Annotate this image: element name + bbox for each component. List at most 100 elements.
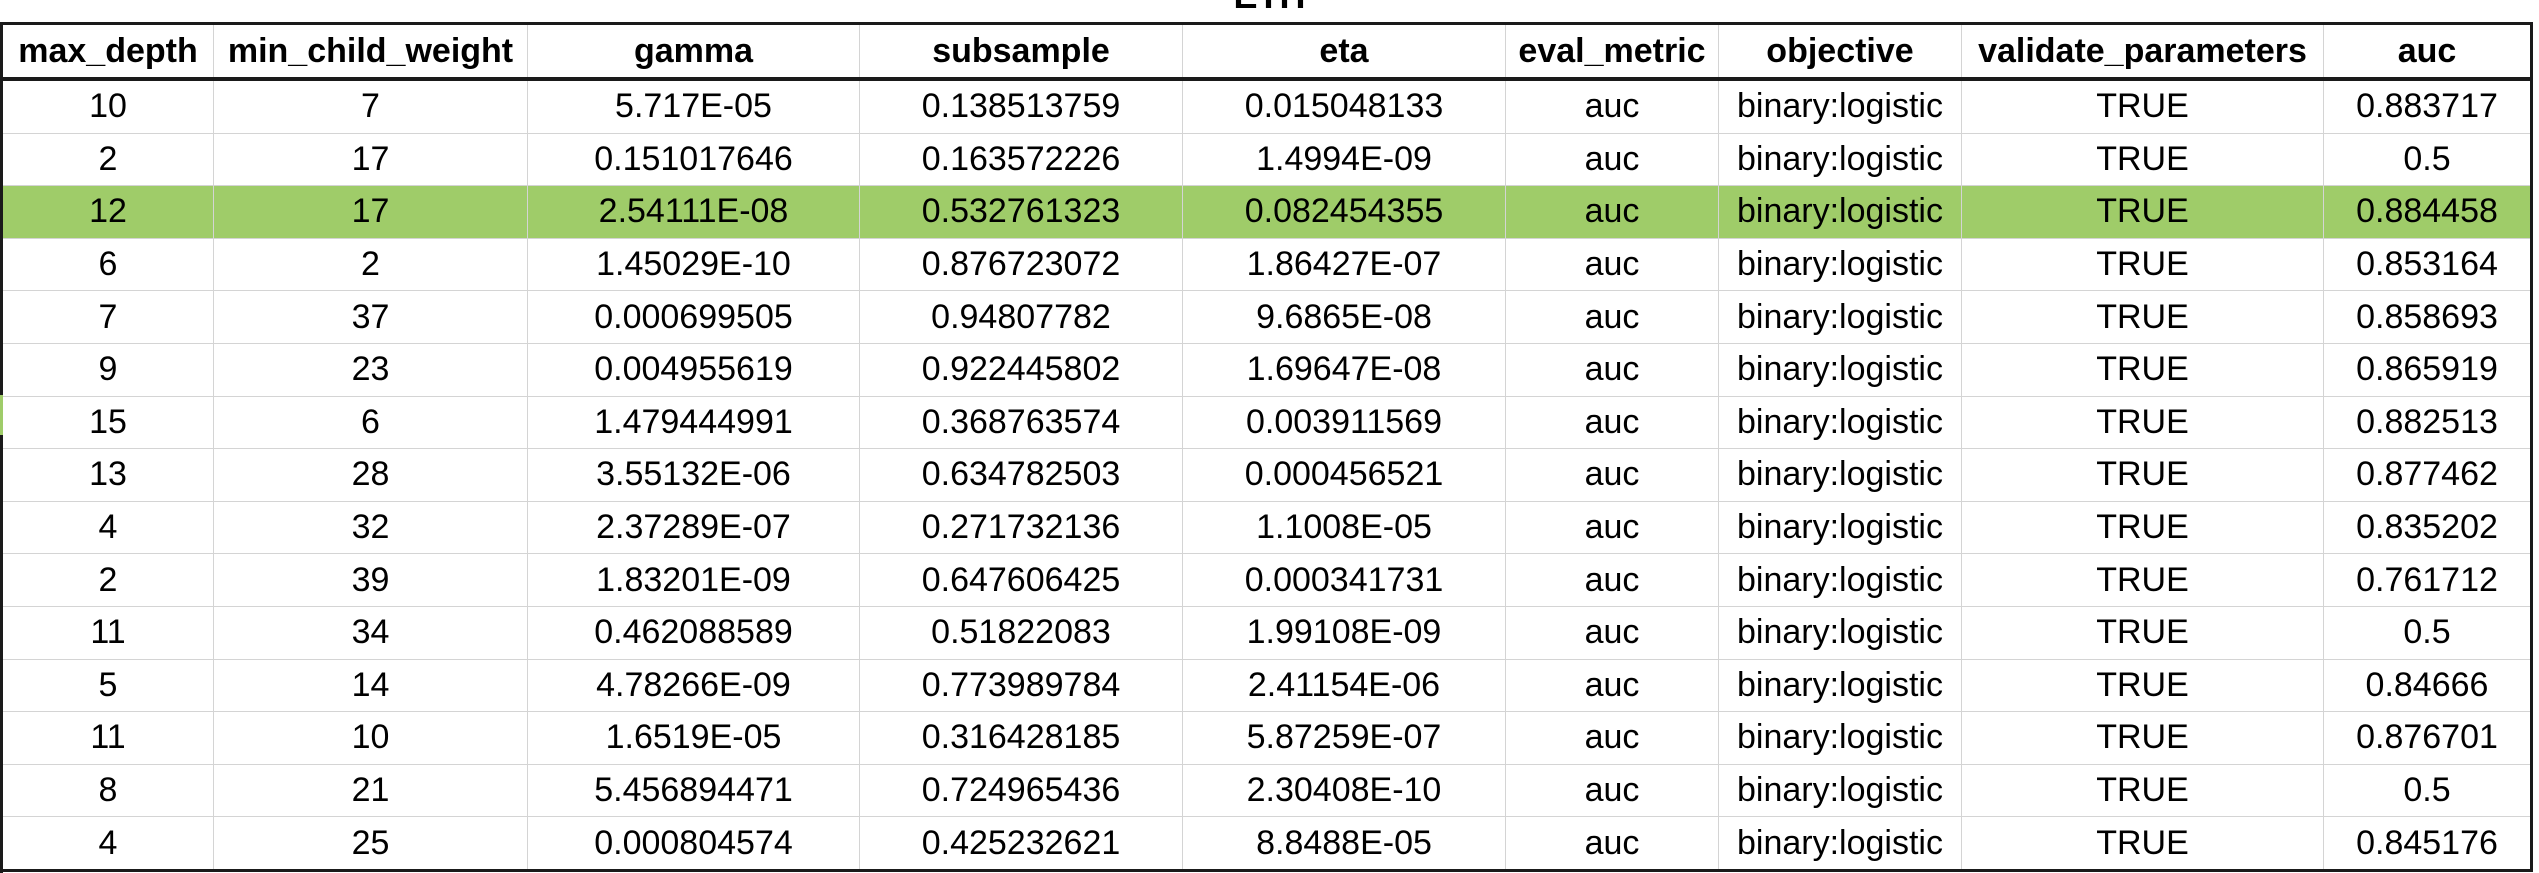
cell-validate-parameters[interactable]: TRUE: [1961, 79, 2324, 134]
column-header-subsample[interactable]: subsample: [859, 22, 1183, 81]
cell-subsample[interactable]: 0.316428185: [859, 711, 1183, 765]
cell-min-child-weight[interactable]: 17: [213, 185, 528, 239]
cell-objective[interactable]: binary:logistic: [1718, 659, 1962, 713]
cell-objective[interactable]: binary:logistic: [1718, 606, 1962, 660]
cell-eval-metric[interactable]: auc: [1505, 448, 1719, 502]
cell-max-depth[interactable]: 2: [0, 553, 214, 607]
cell-auc[interactable]: 0.5: [2323, 764, 2533, 818]
cell-subsample[interactable]: 0.773989784: [859, 659, 1183, 713]
cell-objective[interactable]: binary:logistic: [1718, 79, 1962, 134]
cell-max-depth[interactable]: 4: [0, 816, 214, 872]
cell-auc[interactable]: 0.858693: [2323, 290, 2533, 344]
cell-eta[interactable]: 2.41154E-06: [1182, 659, 1506, 713]
cell-validate-parameters[interactable]: TRUE: [1961, 711, 2324, 765]
cell-gamma[interactable]: 1.45029E-10: [527, 238, 860, 292]
cell-auc[interactable]: 0.884458: [2323, 185, 2533, 239]
cell-eta[interactable]: 1.69647E-08: [1182, 343, 1506, 397]
cell-objective[interactable]: binary:logistic: [1718, 764, 1962, 818]
cell-subsample[interactable]: 0.634782503: [859, 448, 1183, 502]
table-row[interactable]: 4 32 2.37289E-07 0.271732136 1.1008E-05 auc bi…: [0, 501, 2533, 555]
cell-validate-parameters[interactable]: TRUE: [1961, 606, 2324, 660]
cell-subsample[interactable]: 0.647606425: [859, 553, 1183, 607]
cell-max-depth[interactable]: 5: [0, 659, 214, 713]
cell-validate-parameters[interactable]: TRUE: [1961, 501, 2324, 555]
table-row[interactable]: 2 17 0.151017646 0.163572226 1.4994E-09 auc bi…: [0, 133, 2533, 187]
cell-objective[interactable]: binary:logistic: [1718, 238, 1962, 292]
cell-subsample[interactable]: 0.922445802: [859, 343, 1183, 397]
cell-eval-metric[interactable]: auc: [1505, 396, 1719, 450]
cell-subsample[interactable]: 0.94807782: [859, 290, 1183, 344]
cell-eta[interactable]: 2.30408E-10: [1182, 764, 1506, 818]
cell-max-depth[interactable]: 6: [0, 238, 214, 292]
cell-min-child-weight[interactable]: 34: [213, 606, 528, 660]
cell-objective[interactable]: binary:logistic: [1718, 290, 1962, 344]
cell-subsample[interactable]: 0.724965436: [859, 764, 1183, 818]
table-row[interactable]: 7 37 0.000699505 0.94807782 9.6865E-08 auc bin…: [0, 290, 2533, 344]
cell-validate-parameters[interactable]: TRUE: [1961, 133, 2324, 187]
cell-eval-metric[interactable]: auc: [1505, 764, 1719, 818]
cell-eta[interactable]: 0.000456521: [1182, 448, 1506, 502]
cell-subsample[interactable]: 0.163572226: [859, 133, 1183, 187]
table-row[interactable]: 6 2 1.45029E-10 0.876723072 1.86427E-07 auc bi…: [0, 238, 2533, 292]
cell-eval-metric[interactable]: auc: [1505, 659, 1719, 713]
cell-min-child-weight[interactable]: 32: [213, 501, 528, 555]
column-header-objective[interactable]: objective: [1718, 22, 1962, 81]
cell-objective[interactable]: binary:logistic: [1718, 133, 1962, 187]
cell-subsample[interactable]: 0.271732136: [859, 501, 1183, 555]
cell-min-child-weight[interactable]: 2: [213, 238, 528, 292]
cell-subsample[interactable]: 0.876723072: [859, 238, 1183, 292]
cell-gamma[interactable]: 0.151017646: [527, 133, 860, 187]
cell-auc[interactable]: 0.845176: [2323, 816, 2533, 872]
cell-eval-metric[interactable]: auc: [1505, 606, 1719, 660]
table-row[interactable]: 15 6 1.479444991 0.368763574 0.003911569 auc b…: [0, 396, 2533, 450]
cell-objective[interactable]: binary:logistic: [1718, 396, 1962, 450]
cell-eval-metric[interactable]: auc: [1505, 185, 1719, 239]
cell-auc[interactable]: 0.761712: [2323, 553, 2533, 607]
table-row[interactable]: 8 21 5.456894471 0.724965436 2.30408E-10 auc b…: [0, 764, 2533, 818]
cell-eval-metric[interactable]: auc: [1505, 343, 1719, 397]
cell-objective[interactable]: binary:logistic: [1718, 448, 1962, 502]
cell-eval-metric[interactable]: auc: [1505, 79, 1719, 134]
table-row[interactable]: 12 17 2.54111E-08 0.532761323 0.082454355 auc…: [0, 185, 2533, 239]
cell-max-depth[interactable]: 9: [0, 343, 214, 397]
table-row[interactable]: 11 10 1.6519E-05 0.316428185 5.87259E-07 auc b…: [0, 711, 2533, 765]
cell-max-depth[interactable]: 4: [0, 501, 214, 555]
cell-gamma[interactable]: 2.37289E-07: [527, 501, 860, 555]
cell-eval-metric[interactable]: auc: [1505, 133, 1719, 187]
cell-auc[interactable]: 0.5: [2323, 606, 2533, 660]
cell-eta[interactable]: 5.87259E-07: [1182, 711, 1506, 765]
cell-validate-parameters[interactable]: TRUE: [1961, 396, 2324, 450]
cell-objective[interactable]: binary:logistic: [1718, 711, 1962, 765]
column-header-min-child-weight[interactable]: min_child_weight: [213, 22, 528, 81]
cell-min-child-weight[interactable]: 39: [213, 553, 528, 607]
table-row[interactable]: 11 34 0.462088589 0.51822083 1.99108E-09 auc b…: [0, 606, 2533, 660]
table-row[interactable]: 13 28 3.55132E-06 0.634782503 0.000456521 auc…: [0, 448, 2533, 502]
column-header-max-depth[interactable]: max_depth: [0, 22, 214, 81]
cell-validate-parameters[interactable]: TRUE: [1961, 185, 2324, 239]
cell-gamma[interactable]: 1.479444991: [527, 396, 860, 450]
cell-max-depth[interactable]: 7: [0, 290, 214, 344]
cell-auc[interactable]: 0.835202: [2323, 501, 2533, 555]
cell-max-depth[interactable]: 2: [0, 133, 214, 187]
cell-min-child-weight[interactable]: 10: [213, 711, 528, 765]
cell-objective[interactable]: binary:logistic: [1718, 553, 1962, 607]
table-row[interactable]: 2 39 1.83201E-09 0.647606425 0.000341731 auc b…: [0, 553, 2533, 607]
cell-eta[interactable]: 0.003911569: [1182, 396, 1506, 450]
cell-auc[interactable]: 0.853164: [2323, 238, 2533, 292]
cell-auc[interactable]: 0.877462: [2323, 448, 2533, 502]
cell-auc[interactable]: 0.876701: [2323, 711, 2533, 765]
cell-subsample[interactable]: 0.368763574: [859, 396, 1183, 450]
cell-min-child-weight[interactable]: 21: [213, 764, 528, 818]
cell-validate-parameters[interactable]: TRUE: [1961, 343, 2324, 397]
cell-eta[interactable]: 8.8488E-05: [1182, 816, 1506, 872]
cell-gamma[interactable]: 5.456894471: [527, 764, 860, 818]
cell-objective[interactable]: binary:logistic: [1718, 185, 1962, 239]
cell-validate-parameters[interactable]: TRUE: [1961, 238, 2324, 292]
cell-validate-parameters[interactable]: TRUE: [1961, 448, 2324, 502]
cell-min-child-weight[interactable]: 6: [213, 396, 528, 450]
cell-gamma[interactable]: 1.83201E-09: [527, 553, 860, 607]
cell-validate-parameters[interactable]: TRUE: [1961, 659, 2324, 713]
cell-subsample[interactable]: 0.51822083: [859, 606, 1183, 660]
cell-min-child-weight[interactable]: 14: [213, 659, 528, 713]
column-header-eval-metric[interactable]: eval_metric: [1505, 22, 1719, 81]
